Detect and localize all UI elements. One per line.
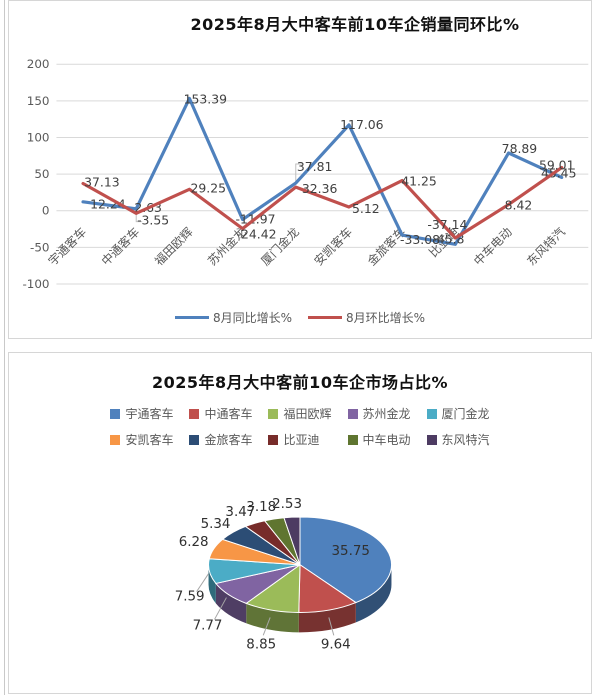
pie-legend-item-3: 苏州金龙 (347, 405, 411, 422)
legend-line-sample (308, 316, 342, 319)
legend-label: 8月同比增长% (212, 311, 292, 325)
legend-label: 宇通客车 (125, 407, 174, 421)
legend-label: 苏州金龙 (362, 407, 411, 421)
pie-data-label: 6.28 (179, 535, 209, 550)
legend-swatch (347, 408, 358, 419)
line-chart-title: 2025年8月大中客车前10车企销量同环比% (190, 15, 520, 34)
legend-label: 东风特汽 (441, 433, 490, 447)
legend-label: 金旅客车 (204, 433, 253, 447)
legend-label: 中车电动 (362, 433, 411, 447)
pie-leader-line (328, 617, 335, 636)
data-label: 8.42 (505, 198, 533, 213)
pie-legend-item-6: 金旅客车 (189, 431, 252, 448)
pie-leader-line (262, 617, 271, 636)
pie-chart-title: 2025年8月大中客前10车企市场占比% (152, 373, 448, 392)
legend-label: 中通客车 (204, 407, 253, 421)
legend-swatch (110, 434, 121, 445)
legend-swatch (426, 434, 437, 445)
label-callout (295, 163, 302, 184)
pie-legend-item-2: 福田欧辉 (268, 405, 332, 422)
line-chart-panel: 2025年8月大中客车前10车企销量同环比% 200 150 100 50 0 -50 -1… (8, 0, 592, 339)
data-label: 117.06 (340, 117, 384, 132)
x-axis-label: 中通客车 (99, 225, 143, 269)
line-chart: 200150100500-50-100宇通客车 中通客车 福田欧辉 苏州金龙 厦门金龙安… (22, 57, 589, 291)
pie-slice-side-2 (246, 603, 299, 633)
y-axis-tick: -100 (22, 277, 49, 291)
legend-label: 安凯客车 (125, 433, 174, 447)
x-axis-label: 中车电动 (471, 225, 515, 269)
pie-data-label: 3.47 (225, 505, 255, 520)
x-axis-label: 宇通客车 (46, 225, 90, 269)
pie-legend-item-4: 厦门金龙 (426, 405, 490, 422)
pie-legend: 宇通客车 中通客车 福田欧辉 苏州金龙 厦门金龙安凯客车 金旅客车 比亚迪 中车电动 东风特汽 (9, 405, 591, 448)
pie-legend-item-8: 中车电动 (347, 431, 411, 448)
pie-slice-0 (299, 516, 392, 604)
legend-label: 8月环比增长% (346, 311, 426, 325)
label-callout (135, 213, 143, 223)
legend-swatch (426, 408, 437, 419)
pie-data-label: 7.59 (175, 590, 205, 605)
legend-label: 福田欧辉 (283, 407, 332, 421)
pie-data-label: 9.64 (321, 637, 351, 652)
y-axis-tick: 100 (27, 130, 50, 144)
data-label: 37.13 (84, 175, 120, 190)
pie-data-label: 35.75 (332, 544, 370, 559)
data-label: -45.8 (432, 231, 464, 246)
data-label: 153.39 (184, 91, 228, 106)
data-label: -37.14 (427, 217, 467, 232)
y-axis-tick: 200 (27, 57, 50, 71)
pie-data-label: 2.53 (272, 497, 302, 512)
legend-swatch (347, 434, 358, 445)
series-line-0 (81, 96, 564, 246)
pie-slice-side-3 (215, 583, 247, 624)
data-label: 29.25 (191, 180, 227, 195)
legend-label: 比亚迪 (283, 433, 320, 447)
x-axis-label: 福田欧辉 (152, 225, 196, 269)
y-axis-tick: 150 (27, 94, 50, 108)
pie-data-label: 5.34 (201, 517, 231, 532)
legend-swatch (110, 408, 121, 419)
pie-legend-item-7: 比亚迪 (268, 431, 331, 448)
pie-slice-9 (283, 516, 301, 565)
pie-slice-side-1 (298, 602, 356, 633)
pie-legend-item-5: 安凯客车 (110, 431, 173, 448)
data-label: 59.01 (539, 158, 575, 173)
x-axis-label: 东风特汽 (524, 225, 568, 269)
y-axis-tick: 0 (42, 204, 50, 218)
pie-leader-line (214, 597, 227, 620)
pie-chart: 35.75 9.64 8.85 7.77 7.59 6.28 5.343.473.182.5… (175, 497, 392, 652)
data-label: 78.89 (502, 141, 538, 156)
pie-legend-item-0: 宇通客车 (110, 405, 173, 422)
data-label: -24.42 (237, 227, 277, 242)
legend-line-sample (174, 316, 209, 319)
pie-data-label: 3.18 (246, 500, 276, 515)
series-line-1 (81, 165, 564, 240)
line-legend-item-1: 8月环比增长% (308, 309, 425, 326)
data-label: 41.25 (401, 174, 437, 189)
data-label: -3.55 (137, 212, 169, 227)
page-left-rule (4, 0, 5, 695)
pie-legend-item-9: 东风特汽 (426, 431, 490, 448)
data-label: 32.36 (302, 181, 338, 196)
data-label: -33.08 (400, 232, 440, 247)
legend-swatch (189, 434, 200, 445)
pie-leader-line (196, 573, 209, 592)
data-label: 37.81 (297, 159, 333, 174)
y-axis-tick: -50 (30, 240, 49, 254)
pie-data-label: 7.77 (193, 618, 223, 633)
legend-swatch (268, 408, 279, 419)
data-label: 12.24 (90, 197, 126, 212)
data-label: 5.12 (352, 201, 380, 216)
legend-label: 厦门金龙 (441, 407, 490, 421)
line-chart-legend: 8月同比增长% 8月环比增长% (9, 309, 591, 326)
legend-swatch (189, 408, 200, 419)
legend-swatch (268, 434, 279, 445)
x-axis-label: 安凯客车 (311, 225, 355, 269)
pie-chart-panel: 2025年8月大中客前10车企市场占比% 宇通客车 中通客车 福田欧辉 苏州金龙 厦门金… (8, 352, 592, 694)
y-axis-tick: 50 (34, 167, 49, 181)
pie-data-label: 8.85 (246, 637, 276, 652)
line-legend-item-0: 8月同比增长% (174, 309, 292, 326)
pie-legend-item-1: 中通客车 (189, 405, 252, 422)
